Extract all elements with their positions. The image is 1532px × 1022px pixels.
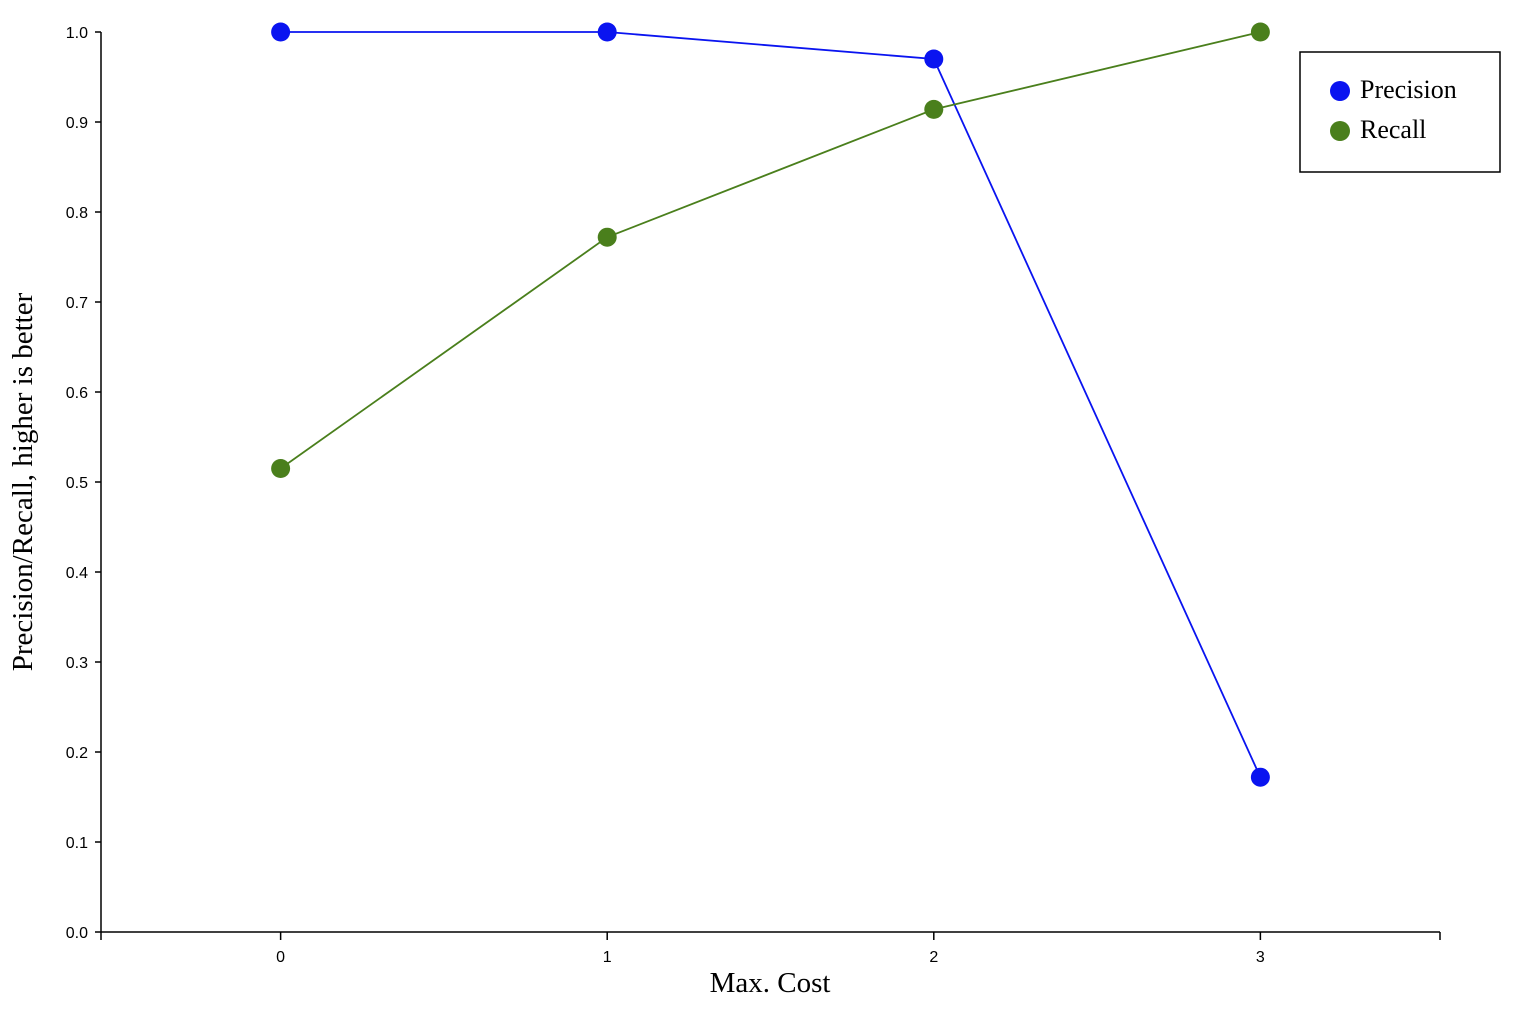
- y-tick-label: 0.3: [66, 655, 88, 672]
- legend-box: [1299, 51, 1501, 173]
- legend: Precision Recall: [1299, 51, 1501, 173]
- x-tick-label: 0: [276, 949, 285, 966]
- legend-marker-precision: [1330, 81, 1350, 101]
- recall-point: [924, 99, 944, 119]
- recall-line: [280, 31, 1261, 470]
- y-tick-label: 1.0: [66, 25, 88, 42]
- precision-line: [280, 31, 1262, 778]
- precision-point: [924, 49, 944, 69]
- x-tick-label: 2: [929, 949, 938, 966]
- series-layer: [271, 22, 1270, 787]
- y-axis: 0.0 0.1 0.2 0.3 0.4 0.5 0.6 0.7 0.8 0.9 1.0: [66, 25, 102, 942]
- x-axis: 0 1 2 3: [100, 931, 1441, 966]
- y-tick-label: 0.2: [66, 745, 88, 762]
- y-axis-title: Precision/Recall, higher is better: [7, 292, 39, 671]
- precision-point: [271, 22, 291, 42]
- legend-label-recall: Recall: [1360, 115, 1426, 144]
- x-axis-title: Max. Cost: [710, 967, 831, 999]
- x-tick-label: 1: [603, 949, 612, 966]
- legend-label-precision: Precision: [1360, 75, 1457, 104]
- y-tick-label: 0.0: [66, 925, 88, 942]
- y-tick-label: 0.6: [66, 385, 88, 402]
- y-tick-label: 0.8: [66, 205, 88, 222]
- legend-marker-recall: [1330, 121, 1350, 141]
- y-tick-label: 0.4: [66, 565, 88, 582]
- recall-point: [1250, 22, 1270, 42]
- precision-point: [1250, 767, 1270, 787]
- y-tick-label: 0.9: [66, 115, 88, 132]
- recall-point: [271, 459, 291, 478]
- x-tick-label: 3: [1256, 949, 1265, 966]
- y-tick-label: 0.1: [66, 835, 88, 852]
- y-tick-label: 0.5: [66, 475, 88, 492]
- recall-point: [597, 227, 617, 247]
- precision-point: [597, 22, 617, 42]
- y-tick-label: 0.7: [66, 295, 88, 312]
